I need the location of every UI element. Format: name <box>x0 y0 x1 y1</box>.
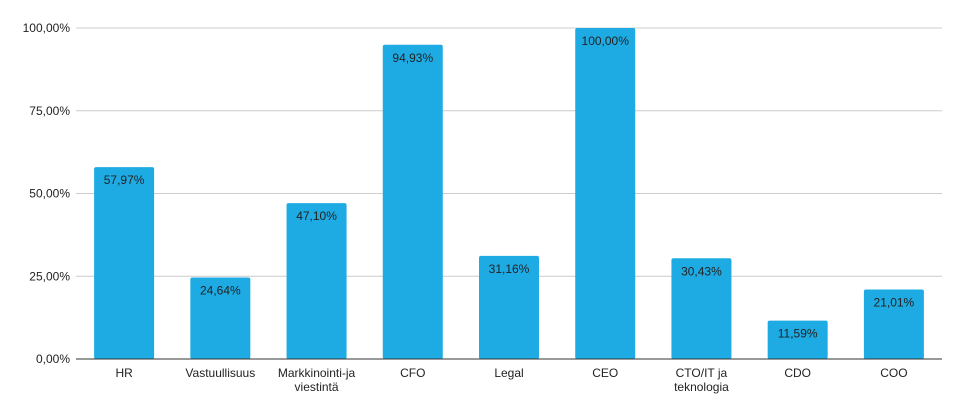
x-tick-label: Vastuullisuus <box>185 366 255 380</box>
data-label: 94,93% <box>392 51 433 65</box>
y-tick-label: 25,00% <box>29 269 70 283</box>
data-label: 30,43% <box>681 264 722 278</box>
bar <box>479 255 539 359</box>
data-label: 11,59% <box>778 327 818 341</box>
y-tick-label: 75,00% <box>29 104 70 118</box>
x-tick-label: Markkinointi-ja viestintä <box>278 366 356 394</box>
x-tick-label: CTO/IT ja teknologia <box>674 366 729 394</box>
x-tick-label: CEO <box>592 366 618 380</box>
data-label: 57,97% <box>104 173 145 187</box>
y-tick-label: 0,00% <box>36 352 70 366</box>
x-tick-label-line: Legal <box>494 366 523 380</box>
data-label: 100,00% <box>582 34 630 48</box>
x-tick-label: Legal <box>494 366 523 380</box>
bar <box>575 28 636 359</box>
x-tick-label: CFO <box>400 366 425 380</box>
data-label: 47,10% <box>296 209 337 223</box>
bar <box>767 320 828 359</box>
x-tick-label-line: CTO/IT ja <box>676 366 728 380</box>
x-tick-label: CDO <box>784 366 811 380</box>
x-tick-label: COO <box>880 366 907 380</box>
y-tick-label: 100,00% <box>23 21 71 35</box>
x-tick-label-line: Vastuullisuus <box>185 366 255 380</box>
data-label: 21,01% <box>874 295 915 309</box>
bars <box>94 28 924 359</box>
x-tick-label-line: HR <box>115 366 133 380</box>
x-tick-label-line: COO <box>880 366 907 380</box>
x-tick-label-line: CEO <box>592 366 618 380</box>
data-labels: 57,97% 24,64% 47,10% 94,93% 31,16% 100,00% 30,… <box>104 34 915 341</box>
y-axis-ticks: 0,00% 25,00% 50,00% 75,00% 100,00% <box>23 21 71 366</box>
x-tick-label-line: CDO <box>784 366 811 380</box>
bar <box>94 167 155 359</box>
x-tick-label-line: viestintä <box>295 380 339 394</box>
x-tick-label-line: Markkinointi-ja <box>278 366 356 380</box>
data-label: 24,64% <box>200 283 241 297</box>
data-label: 31,16% <box>489 262 530 276</box>
x-tick-label: HR <box>115 366 133 380</box>
bar <box>863 289 924 359</box>
bar <box>190 277 251 359</box>
gridlines <box>76 27 942 277</box>
bar <box>382 44 443 359</box>
x-tick-label-line: teknologia <box>674 380 729 394</box>
y-tick-label: 50,00% <box>29 187 70 201</box>
bar <box>671 258 732 359</box>
bar <box>286 203 347 359</box>
x-tick-label-line: CFO <box>400 366 425 380</box>
x-axis-ticks: HR Vastuullisuus Markkinointi-ja viestintä C… <box>115 366 907 394</box>
